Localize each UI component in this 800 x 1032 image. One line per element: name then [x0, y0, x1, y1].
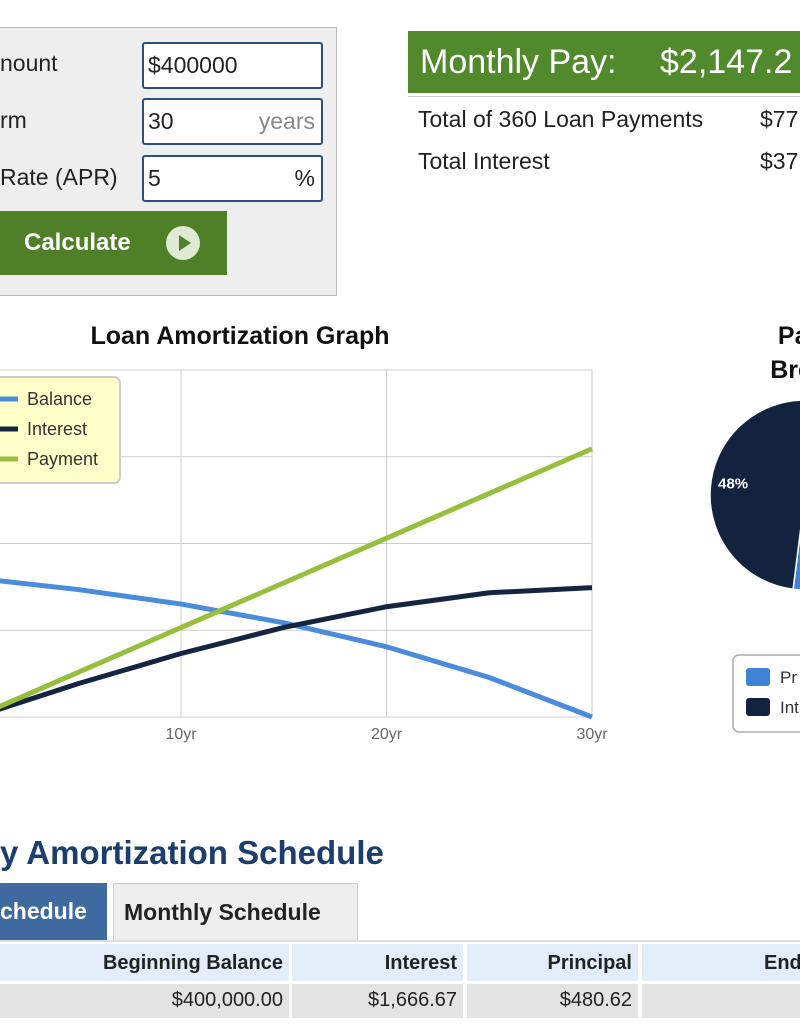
input-value: 5 [148, 165, 161, 191]
column-header: End [642, 944, 800, 981]
chart-title: Payr [778, 322, 800, 350]
series-line [0, 585, 593, 712]
pie-slice [709, 399, 800, 591]
x-tick-label: 20yr [371, 726, 403, 743]
input-value: $400000 [148, 52, 238, 78]
legend-label: Pr [780, 668, 797, 687]
rate-input[interactable]: 5% [142, 155, 323, 202]
chart-title: Loan Amortization Graph [90, 322, 389, 350]
legend-label: Interest [27, 419, 87, 439]
table-cell: $1,666.67 [292, 984, 463, 1018]
input-unit: % [294, 165, 315, 191]
legend-label: Balance [27, 389, 92, 409]
legend-label: Payment [27, 449, 98, 469]
monthly-bar: Monthly Pay: $2,147.2 [408, 31, 800, 93]
result-value: $37 [760, 148, 799, 174]
column-header: Interest [292, 944, 463, 981]
term-input[interactable]: 30 years [142, 98, 323, 145]
legend-box [732, 654, 800, 733]
legend-swatch [746, 668, 770, 686]
series-line [0, 446, 593, 710]
x-tick-label: 10yr [165, 726, 197, 743]
result-value: $77 [760, 106, 799, 132]
button-icon [166, 226, 200, 260]
column-header: Beginning Balance [0, 944, 289, 981]
x-tick-label: 30yr [576, 726, 608, 743]
divider [408, 96, 800, 97]
legend-swatch [746, 698, 770, 716]
monthly-tab[interactable]: Monthly Schedule [113, 883, 358, 940]
annual-tab[interactable]: chedule [0, 883, 107, 940]
table-cell: $400,000.00 [0, 984, 289, 1018]
legend-box [0, 376, 121, 484]
input-value: 30 [148, 108, 174, 134]
monthly-value: $2,147.2 [660, 43, 793, 81]
button-label: Calculate [24, 229, 131, 256]
column-header: Principal [467, 944, 638, 981]
series-line [0, 578, 593, 720]
slice-label: 48% [718, 475, 748, 492]
field-label: Rate (APR) [0, 164, 118, 190]
result-label: Total Interest [418, 148, 550, 174]
schedule-title: y Amortization Schedule [0, 834, 384, 871]
tab-divider [0, 940, 800, 942]
input-unit: years [258, 108, 315, 134]
monthly-label: Monthly Pay: [420, 43, 617, 81]
amount-input[interactable]: $400000 [142, 42, 323, 89]
result-label: Total of 360 Loan Payments [418, 106, 704, 132]
amortization-chart: Loan Amortization Graph 10yr 20yr 30yr Balan… [0, 322, 608, 743]
field-label: nount [0, 50, 58, 76]
table-cell [642, 984, 800, 1018]
field-label: rm [0, 107, 27, 133]
chart-title: Break [770, 356, 800, 384]
calculate-button[interactable]: Calculate [0, 211, 227, 275]
table-cell: $480.62 [467, 984, 638, 1018]
legend-label: Int [780, 698, 799, 717]
